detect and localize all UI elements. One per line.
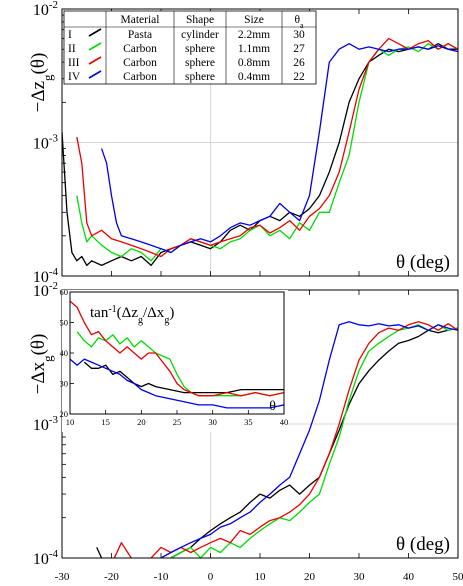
inset-frame [69, 291, 285, 415]
inset-x-tick-label: 20 [137, 417, 146, 427]
legend-material: Carbon [123, 57, 157, 69]
legend-shape: sphere [185, 57, 215, 69]
legend-material: Carbon [123, 43, 157, 55]
inset-series-line-iii [70, 300, 284, 397]
series-line-i [96, 327, 458, 558]
legend-swatch-ii [88, 42, 102, 51]
legend-row-label: II [68, 43, 76, 55]
y-tick-label: 10-2 [33, 280, 58, 300]
inset-x-tick-label: 15 [101, 417, 110, 427]
legend-theta: 27 [293, 43, 305, 55]
legend-material: Pasta [128, 29, 152, 41]
x-tick-label: 50 [453, 571, 463, 583]
legend-row-label: III [68, 57, 80, 69]
legend-material: Carbon [123, 71, 157, 83]
legend-header-cell: Shape [186, 14, 214, 26]
inset-y-tick-label: 50 [60, 318, 69, 328]
legend-theta: 30 [293, 29, 305, 41]
legend-theta: 26 [293, 57, 305, 69]
inset-x-tick-label: 10 [66, 417, 75, 427]
legend-size: 0.8mm [238, 57, 270, 69]
series-group [96, 321, 458, 558]
top-panel: 10-2 10-3 10-4 −Δzg(θ) θ (deg) Material Shape S… [28, 0, 459, 286]
x-axis-label: θ (deg) [396, 534, 450, 555]
x-tick-label: -10 [154, 571, 169, 583]
inset-x-tick-label: 25 [173, 417, 182, 427]
inset-x-tick-label: 35 [244, 417, 253, 427]
y-tick-label: 10-3 [33, 133, 59, 153]
y-axis-label: −Δxg(θ) [28, 334, 55, 395]
x-tick-label: 20 [304, 571, 316, 583]
inset-title: tan-1(Δzg/Δxg) [90, 304, 174, 326]
legend-row-label: I [68, 29, 72, 41]
legend-table: Material Shape Size θa I Pasta cylinder 2.2mm 30… [63, 10, 317, 85]
y-tick-label: 10-3 [33, 414, 59, 434]
inset-x-tick-label: 30 [208, 417, 217, 427]
legend-shape: sphere [185, 71, 215, 83]
legend-header-cell: θa [294, 14, 304, 30]
inset-y-tick-label: 60 [60, 287, 69, 297]
x-tick-label: -30 [55, 571, 70, 583]
series-line-iii [76, 37, 458, 258]
y-axis-label: −Δzg(θ) [28, 53, 55, 113]
series-line-iv [159, 321, 458, 558]
legend-row-label: IV [68, 71, 81, 83]
legend-swatch-iii [88, 56, 102, 65]
axis-frame [61, 8, 459, 277]
inset-y-tick-label: 40 [60, 348, 69, 358]
x-tick-label: 40 [403, 571, 415, 583]
series-line-iv [100, 43, 458, 254]
inset-x-tick-label: 40 [280, 417, 289, 427]
x-tick-label: 30 [354, 571, 366, 583]
series-group [62, 37, 458, 267]
legend-theta: 22 [293, 71, 305, 83]
legend-swatch-i [88, 28, 102, 37]
x-tick-label: 0 [208, 571, 214, 583]
inset-series-group [70, 300, 284, 409]
x-tick-label: 10 [255, 571, 267, 583]
inset-y-tick-label: 20 [60, 409, 69, 419]
y-tick-label: 10-2 [33, 0, 58, 19]
inset-x-label: θ [269, 399, 276, 414]
legend-size: 1.1mm [238, 43, 270, 55]
inset-y-tick-label: 30 [60, 379, 69, 389]
legend-size: 2.2mm [238, 29, 270, 41]
series-line-i [62, 43, 458, 267]
inset-series-line-iv [70, 358, 284, 409]
inset-panel: 20 30 40 50 60 10 15 20 25 30 35 40 tan-1(Δzg/Δxg) θ [60, 287, 289, 432]
y-tick-label: 10-4 [33, 266, 59, 286]
x-axis-label: θ (deg) [396, 252, 450, 273]
legend-size: 0.4mm [238, 71, 270, 83]
y-tick-label: 10-4 [33, 548, 59, 568]
inset-series-line-i [83, 361, 284, 394]
x-tick-label: -20 [104, 571, 119, 583]
legend-shape: sphere [185, 43, 215, 55]
legend-swatch-iv [88, 70, 102, 79]
legend-header-cell: Material [121, 14, 160, 26]
legend-header-cell: Size [244, 14, 264, 26]
legend-shape: cylinder [181, 29, 219, 41]
series-line-iii [113, 321, 458, 558]
